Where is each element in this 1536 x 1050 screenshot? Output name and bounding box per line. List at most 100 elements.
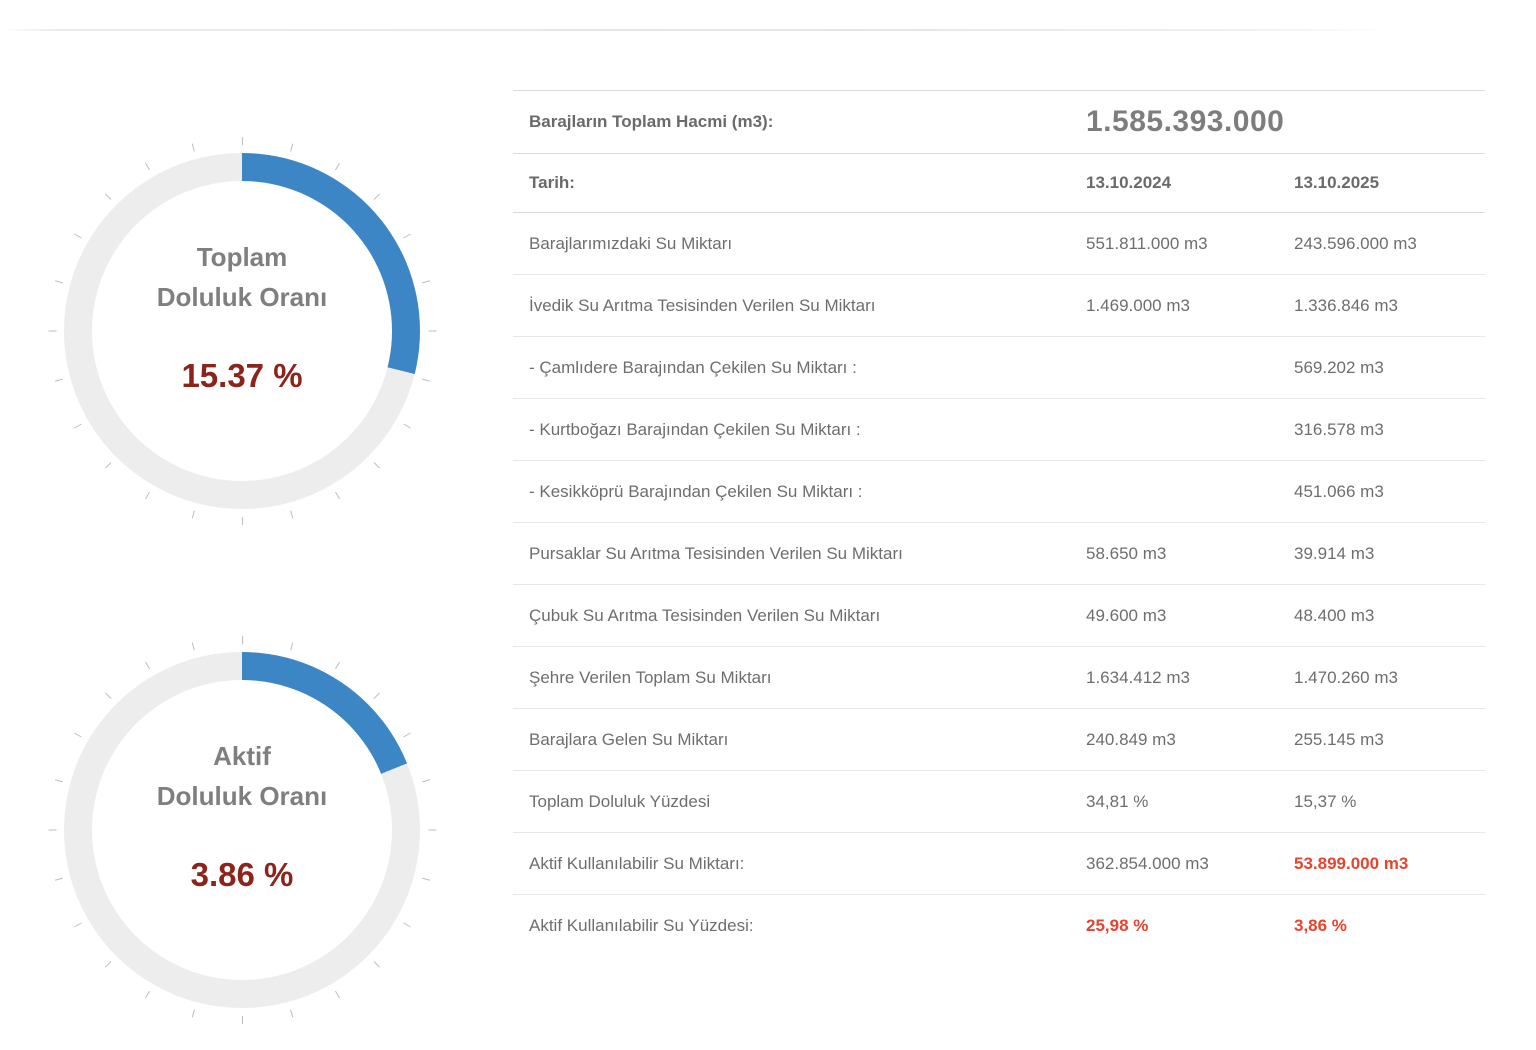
- gauge-tick-mark: [104, 193, 111, 200]
- table-row: Toplam Doluluk Yüzdesi 34,81 % 15,37 %: [513, 771, 1485, 833]
- gauge-title-line2: Doluluk Oranı: [156, 781, 328, 811]
- gauge-tick-mark: [144, 990, 150, 999]
- gauge-ticks: [42, 630, 442, 1030]
- row-value-2024: 551.811.000 m3: [1086, 233, 1208, 253]
- row-label: Pursaklar Su Arıtma Tesisinden Verilen S…: [529, 543, 903, 563]
- gauge-tick-mark: [191, 642, 195, 651]
- row-value-2025: 3,86 %: [1294, 916, 1347, 935]
- row-value-2025: 39.914 m3: [1294, 543, 1375, 563]
- row-value-2025: 255.145 m3: [1294, 729, 1384, 749]
- gauge-tick-mark: [191, 1009, 195, 1018]
- gauge-tick-mark: [144, 491, 150, 500]
- row-value-2024: 240.849 m3: [1086, 729, 1176, 749]
- row-value-2025: 15,37 %: [1294, 791, 1357, 811]
- water-data-table: Barajların Toplam Hacmi (m3): 1.585.393.…: [513, 90, 1485, 957]
- row-value-2025: 1.470.260 m3: [1294, 667, 1398, 687]
- gauge-tick-mark: [289, 642, 293, 651]
- gauge-ticks: [42, 131, 442, 531]
- date-label: Tarih:: [529, 173, 575, 192]
- table-row: İvedik Su Arıtma Tesisinden Verilen Su M…: [513, 275, 1485, 337]
- gauge-tick-mark: [373, 692, 380, 699]
- total-volume-value: 1.585.393.000: [1086, 105, 1285, 138]
- gauge-tick-mark: [289, 510, 293, 519]
- row-label: Toplam Doluluk Yüzdesi: [529, 791, 711, 811]
- table-dates-row: Tarih: 13.10.2024 13.10.2025: [513, 154, 1485, 213]
- gauge-title-line2: Doluluk Oranı: [156, 282, 328, 312]
- gauge-title-line1: Toplam: [196, 242, 288, 272]
- gauge-tick-mark: [334, 990, 340, 999]
- gauge-title-line1: Aktif: [213, 741, 271, 771]
- table-row: Aktif Kullanılabilir Su Miktarı: 362.854…: [513, 833, 1485, 895]
- table-header-row: Barajların Toplam Hacmi (m3): 1.585.393.…: [513, 90, 1485, 154]
- row-value-2025: 316.578 m3: [1294, 419, 1384, 439]
- gauge-tick-mark: [73, 922, 82, 928]
- gauge-tick-mark: [241, 1016, 243, 1024]
- table-row: - Kesikköprü Barajından Çekilen Su Mikta…: [513, 461, 1485, 523]
- gauge-ring: [64, 153, 420, 509]
- gauge-tick-mark: [241, 137, 243, 145]
- table-row: Aktif Kullanılabilir Su Yüzdesi: 25,98 %…: [513, 895, 1485, 957]
- gauge-tick-mark: [48, 330, 56, 332]
- water-table-body: Barajlarımızdaki Su Miktarı 551.811.000 …: [513, 213, 1485, 957]
- total-volume-label: Barajların Toplam Hacmi (m3):: [529, 112, 774, 131]
- table-row: - Kurtboğazı Barajından Çekilen Su Mikta…: [513, 399, 1485, 461]
- gauge-tick-mark: [334, 491, 340, 500]
- gauge-tick-mark: [191, 510, 195, 519]
- row-value-2025: 53.899.000 m3: [1294, 853, 1409, 873]
- row-label: Aktif Kullanılabilir Su Miktarı:: [529, 853, 745, 873]
- gauge-tick-mark: [428, 330, 436, 332]
- gauge-tick-mark: [402, 922, 411, 928]
- table-row: - Çamlıdere Barajından Çekilen Su Miktar…: [513, 337, 1485, 399]
- gauge-value: 3.86 %: [190, 856, 294, 893]
- row-label: Barajlara Gelen Su Miktarı: [529, 729, 729, 749]
- gauge-title: Aktif Doluluk Oranı: [42, 736, 442, 816]
- row-value-2024: 1.634.412 m3: [1086, 667, 1190, 687]
- row-label: - Kesikköprü Barajından Çekilen Su Mikta…: [529, 481, 863, 501]
- row-value-2025: 451.066 m3: [1294, 481, 1384, 501]
- gauge-title: Toplam Doluluk Oranı: [42, 237, 442, 317]
- row-value-2025: 48.400 m3: [1294, 605, 1375, 625]
- gauge-tick-mark: [289, 143, 293, 152]
- table-row: Pursaklar Su Arıtma Tesisinden Verilen S…: [513, 523, 1485, 585]
- gauge-active-fill: Aktif Doluluk Oranı 3.86 %: [42, 630, 442, 1030]
- row-label: Barajlarımızdaki Su Miktarı: [529, 233, 733, 253]
- date-column-2024: 13.10.2024: [1086, 173, 1172, 192]
- gauge-tick-mark: [144, 661, 150, 670]
- gauge-tick-mark: [191, 143, 195, 152]
- table-row: Barajlarımızdaki Su Miktarı 551.811.000 …: [513, 213, 1485, 275]
- gauge-tick-mark: [373, 193, 380, 200]
- row-value-2024: 1.469.000 m3: [1086, 295, 1190, 315]
- gauge-tick-mark: [241, 636, 243, 644]
- gauge-tick-mark: [48, 829, 56, 831]
- row-label: Aktif Kullanılabilir Su Yüzdesi:: [529, 916, 754, 935]
- gauge-tick-mark: [428, 829, 436, 831]
- gauge-tick-mark: [104, 462, 111, 469]
- row-label: İvedik Su Arıtma Tesisinden Verilen Su M…: [529, 295, 876, 315]
- gauge-total-fill: Toplam Doluluk Oranı 15.37 %: [42, 131, 442, 531]
- row-value-2025: 1.336.846 m3: [1294, 295, 1398, 315]
- date-column-2025: 13.10.2025: [1294, 173, 1380, 192]
- row-value-2025: 243.596.000 m3: [1294, 233, 1417, 253]
- gauge-tick-mark: [104, 692, 111, 699]
- gauge-tick-mark: [373, 961, 380, 968]
- gauge-tick-mark: [373, 462, 380, 469]
- gauge-tick-mark: [104, 961, 111, 968]
- row-value-2024: 58.650 m3: [1086, 543, 1167, 563]
- row-value-2025: 569.202 m3: [1294, 357, 1384, 377]
- row-value-2024: 25,98 %: [1086, 916, 1149, 935]
- gauge-tick-mark: [73, 423, 82, 429]
- row-label: Şehre Verilen Toplam Su Miktarı: [529, 667, 772, 687]
- gauge-tick-mark: [334, 162, 340, 171]
- top-divider: [0, 29, 1390, 31]
- row-label: Çubuk Su Arıtma Tesisinden Verilen Su Mi…: [529, 605, 881, 625]
- gauge-ring: [64, 652, 420, 1008]
- gauge-tick-mark: [402, 423, 411, 429]
- row-value-2024: 362.854.000 m3: [1086, 853, 1209, 873]
- table-row: Barajlara Gelen Su Miktarı 240.849 m3 25…: [513, 709, 1485, 771]
- gauge-tick-mark: [334, 661, 340, 670]
- row-value-2024: 49.600 m3: [1086, 605, 1167, 625]
- row-value-2024: 34,81 %: [1086, 791, 1149, 811]
- gauge-tick-mark: [241, 517, 243, 525]
- table-row: Şehre Verilen Toplam Su Miktarı 1.634.41…: [513, 647, 1485, 709]
